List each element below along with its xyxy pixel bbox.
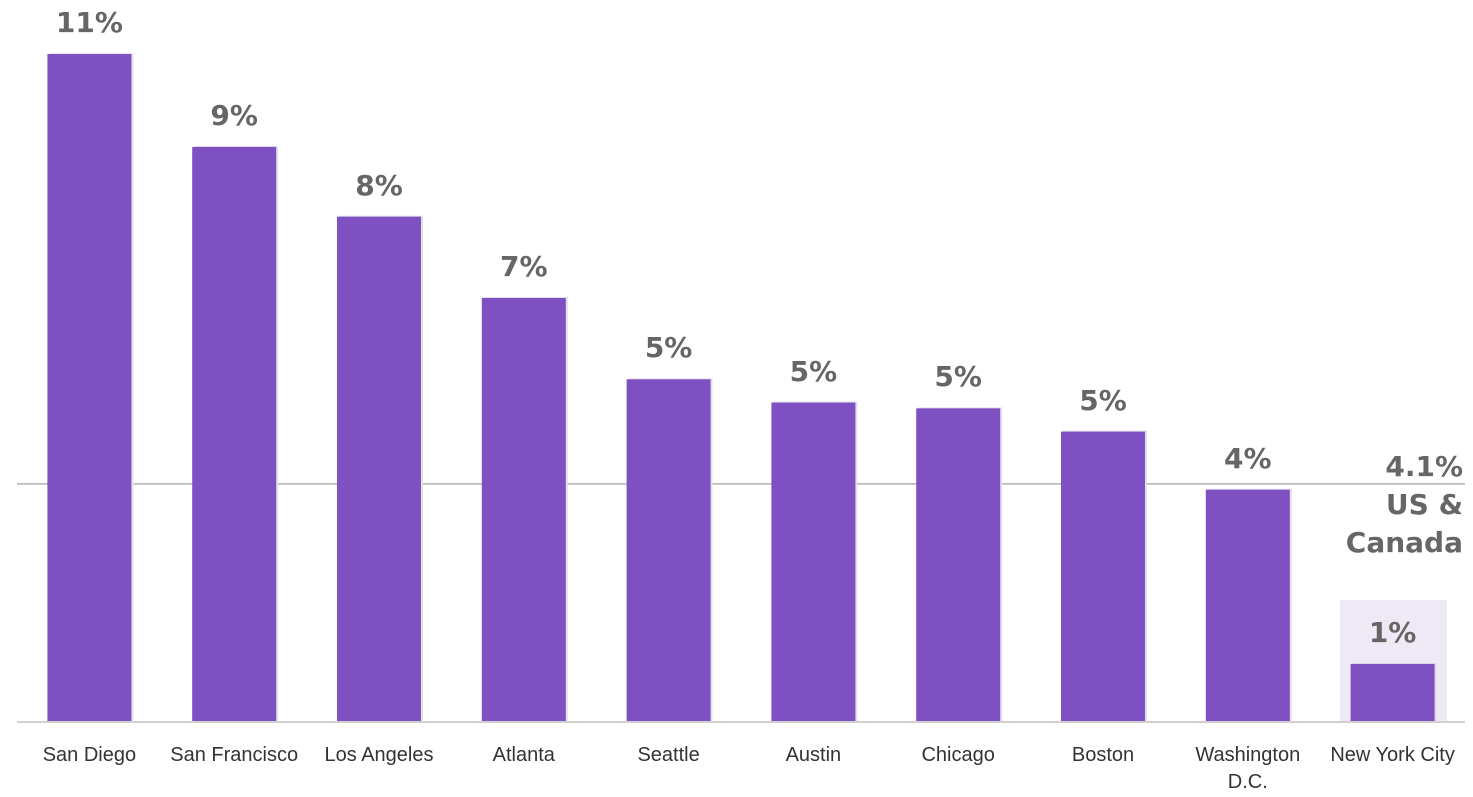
x-tick-label: New York City xyxy=(1330,744,1455,766)
data-label: 5% xyxy=(1079,383,1127,417)
bar xyxy=(1350,663,1435,722)
reference-label: 4.1% xyxy=(1385,449,1463,483)
x-tick-label: Atlanta xyxy=(492,744,555,766)
data-label: 7% xyxy=(500,249,548,283)
data-label: 9% xyxy=(210,98,258,132)
x-tick-label: Seattle xyxy=(637,744,700,766)
bar xyxy=(337,216,421,723)
bar xyxy=(1061,431,1145,722)
x-tick-label: San Francisco xyxy=(170,744,299,766)
data-label: 8% xyxy=(355,168,403,202)
data-label: 5% xyxy=(644,331,693,365)
data-label: 1% xyxy=(1368,615,1417,649)
x-tick-label: Los Angeles xyxy=(324,744,434,766)
bar xyxy=(192,146,277,723)
bar xyxy=(47,54,132,722)
bar xyxy=(1205,489,1290,722)
x-tick-label: Austin xyxy=(785,744,842,766)
x-tick-label: Chicago xyxy=(921,744,995,766)
x-tick-label: San Diego xyxy=(42,744,137,766)
bar xyxy=(916,408,1001,722)
data-label: 4% xyxy=(1224,441,1272,475)
x-tick-label: Boston xyxy=(1071,744,1135,766)
reference-text: US & Canada xyxy=(1345,487,1463,559)
bar xyxy=(481,297,566,722)
bar xyxy=(626,379,711,722)
x-tick-label: Washington D.C. xyxy=(1195,744,1301,793)
data-label: 11% xyxy=(55,6,123,40)
data-label: 5% xyxy=(789,354,838,388)
bar xyxy=(771,402,856,722)
data-label: 5% xyxy=(934,360,982,394)
